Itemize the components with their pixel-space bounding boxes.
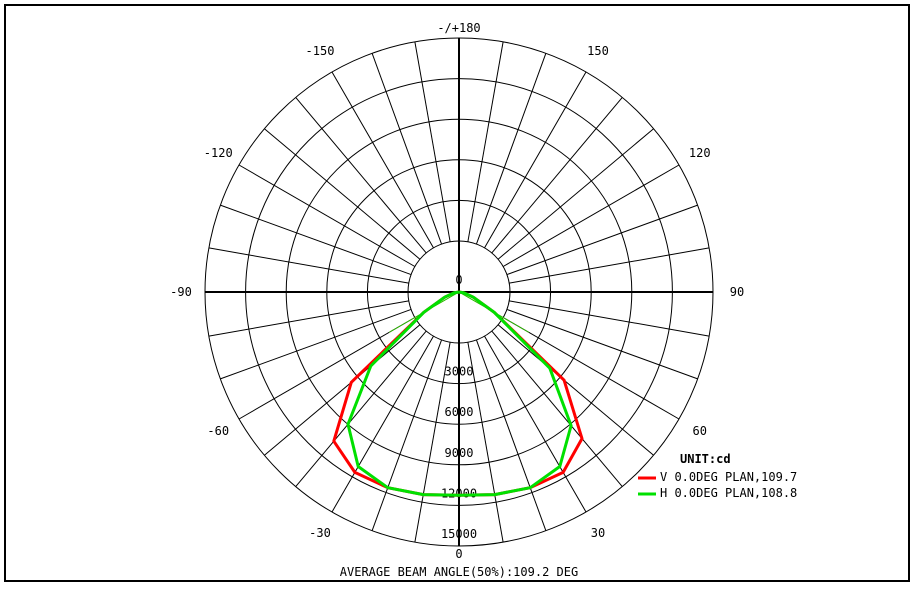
spoke-220 [295, 97, 427, 254]
radial-tick-3000: 3000 [445, 365, 474, 379]
angle-tick--120: -120 [204, 146, 233, 160]
angle-tick-90: 90 [730, 285, 744, 299]
spoke-250 [220, 204, 412, 276]
spoke-60 [502, 317, 680, 420]
spoke-210 [331, 71, 434, 249]
angle-tick-180: -/+180 [437, 21, 480, 35]
legend-entry-h: H 0.0DEG PLAN,108.8 [660, 486, 797, 500]
spoke-40 [491, 330, 623, 487]
radial-tick-12000: 12000 [441, 486, 477, 500]
unit-label: UNIT:cd [680, 452, 731, 466]
series-curves [332, 290, 584, 497]
spoke-120 [502, 164, 680, 267]
angle-tick-labels: 0 30 60 90 120 150 -/+180 -30 -60 -90 -120 -150 [170, 21, 744, 561]
legend-entry-v: V 0.0DEG PLAN,109.7 [660, 470, 797, 484]
angle-tick--30: -30 [309, 526, 331, 540]
spoke-290 [220, 308, 412, 380]
spoke-300 [238, 317, 416, 420]
radial-tick-0: 0 [455, 273, 462, 287]
spoke-130 [497, 128, 654, 260]
spoke-50 [497, 324, 654, 456]
spoke-340 [371, 339, 443, 531]
angle-tick-60: 60 [693, 424, 707, 438]
angle-tick-0: 0 [455, 547, 462, 561]
spoke-10 [467, 342, 504, 543]
spoke-140 [491, 97, 623, 254]
spoke-230 [264, 128, 421, 260]
angle-spokes [208, 41, 710, 543]
angle-tick--90: -90 [170, 285, 192, 299]
radial-tick-15000: 15000 [441, 527, 477, 541]
angle-tick-120: 120 [689, 146, 711, 160]
series-ray-1-60 [458, 291, 530, 333]
spoke-30 [484, 335, 587, 513]
spoke-280 [208, 300, 409, 337]
radial-tick-6000: 6000 [445, 405, 474, 419]
spoke-150 [484, 71, 587, 249]
spoke-80 [509, 300, 710, 337]
spoke-200 [371, 53, 443, 245]
angle-tick-150: 150 [587, 44, 609, 58]
spoke-310 [264, 324, 421, 456]
spoke-110 [506, 204, 698, 276]
spoke-160 [475, 53, 547, 245]
legend: UNIT:cd V 0.0DEG PLAN,109.7 H 0.0DEG PLA… [638, 452, 797, 500]
spoke-70 [506, 308, 698, 380]
spoke-240 [238, 164, 416, 267]
angle-tick--150: -150 [306, 44, 335, 58]
radial-tick-labels: 0 3000 6000 9000 12000 15000 [441, 273, 477, 541]
spoke-20 [475, 339, 547, 531]
angle-tick-30: 30 [591, 526, 605, 540]
series-ray-1--60 [388, 291, 460, 333]
spoke-350 [414, 342, 451, 543]
spoke-320 [295, 330, 427, 487]
spoke-330 [331, 335, 434, 513]
spoke-100 [509, 247, 710, 284]
spoke-260 [208, 247, 409, 284]
spoke-190 [414, 41, 451, 242]
radial-tick-9000: 9000 [445, 446, 474, 460]
angle-tick--60: -60 [207, 424, 229, 438]
spoke-170 [467, 41, 504, 242]
beam-angle-footer: AVERAGE BEAM ANGLE(50%):109.2 DEG [340, 565, 578, 579]
